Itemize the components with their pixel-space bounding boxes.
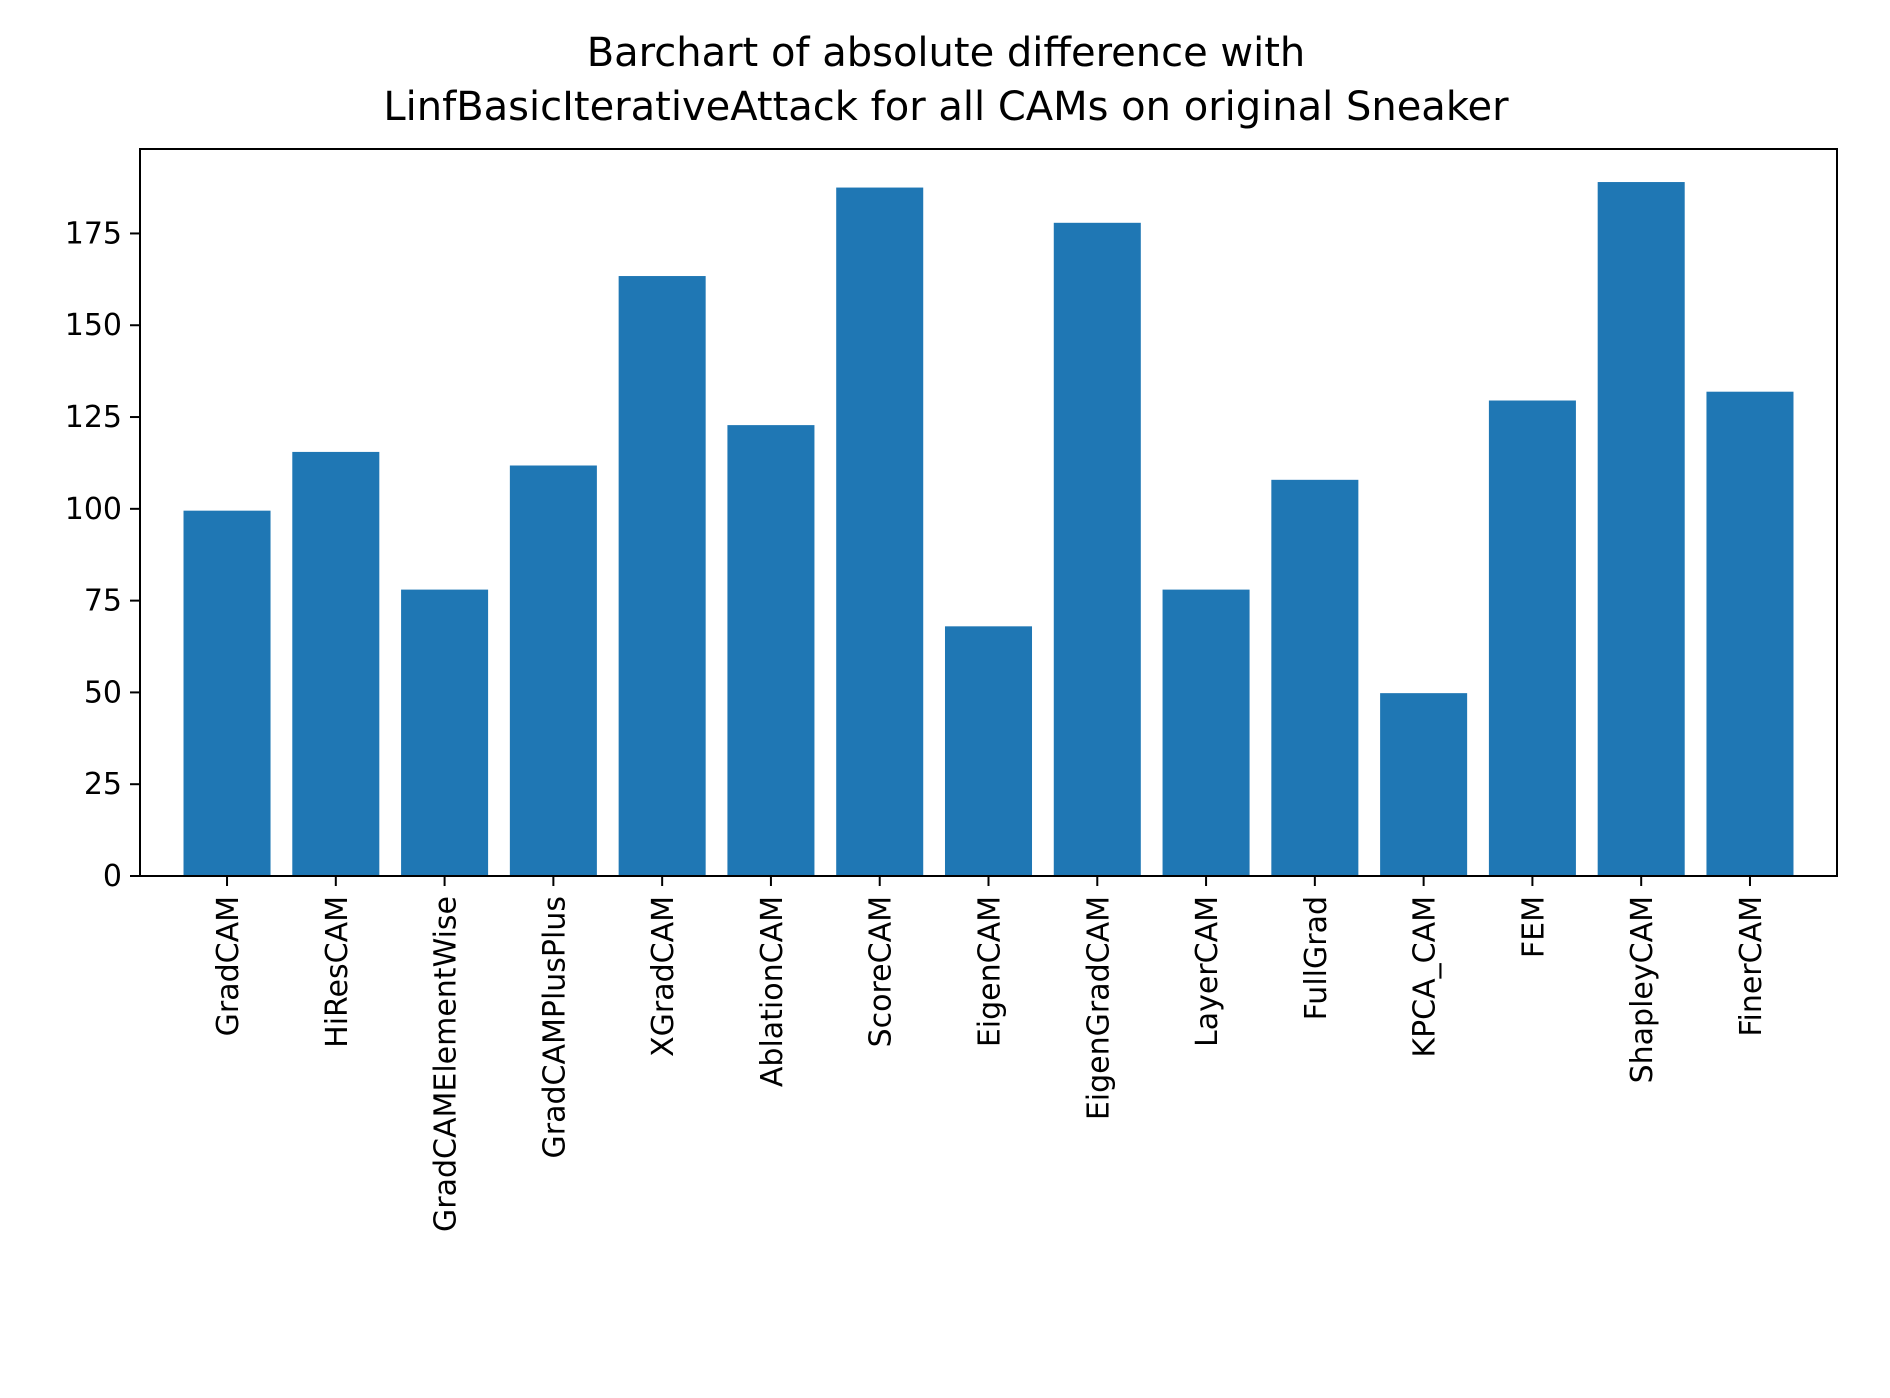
bar-layercam xyxy=(1162,589,1250,876)
x-tick-label: AblationCAM xyxy=(755,896,790,1087)
x-tick-label: GradCAMElementWise xyxy=(429,896,464,1232)
y-tick-label: 25 xyxy=(84,767,122,802)
x-tick-label: KPCA_CAM xyxy=(1408,896,1443,1058)
x-tick-label: EigenGradCAM xyxy=(1081,896,1116,1120)
chart-title-line-1: Barchart of absolute difference with xyxy=(587,30,1306,76)
bar-ablationcam xyxy=(727,425,815,876)
bar-kpca_cam xyxy=(1380,693,1468,876)
y-tick-label: 125 xyxy=(65,400,122,435)
bar-xgradcam xyxy=(618,276,706,877)
bar-hirescam xyxy=(292,451,380,876)
x-tick-label: ShapleyCAM xyxy=(1625,896,1660,1083)
bar-eigencam xyxy=(944,626,1033,876)
x-tick-label: XGradCAM xyxy=(646,896,681,1057)
y-tick-label: 175 xyxy=(65,216,122,251)
chart-title-line-2: LinfBasicIterativeAttack for all CAMs on… xyxy=(383,84,1509,130)
y-tick-label: 100 xyxy=(65,492,122,527)
bar-gradcamelementwise xyxy=(401,589,489,876)
x-tick-label: EigenCAM xyxy=(973,896,1008,1047)
bar-fullgrad xyxy=(1271,479,1359,876)
x-tick-label: FullGrad xyxy=(1299,896,1334,1020)
bar-scorecam xyxy=(836,187,924,876)
x-axis: GradCAM HiResCAM GradCAMElementWise GradCAM… xyxy=(211,876,1769,1232)
x-tick-label: ScoreCAM xyxy=(864,896,899,1047)
x-tick-label: GradCAMPlusPlus xyxy=(537,896,572,1159)
x-tick-label: LayerCAM xyxy=(1190,896,1225,1047)
bar-shapleycam xyxy=(1597,182,1685,876)
bar-fem xyxy=(1488,400,1576,876)
bar-finercam xyxy=(1706,391,1794,876)
x-tick-label: FEM xyxy=(1516,896,1551,958)
bars-group xyxy=(183,182,1794,877)
bar-gradcamplusplus xyxy=(509,465,597,876)
y-tick-label: 50 xyxy=(84,675,122,710)
plot-frame xyxy=(139,148,1838,877)
bar-gradcam xyxy=(183,510,271,876)
x-tick-label: HiResCAM xyxy=(320,896,355,1048)
x-tick-label: FinerCAM xyxy=(1734,896,1769,1037)
y-axis: 0 25 50 75 100 125 150 175 xyxy=(65,216,140,894)
bar-eigengradcam xyxy=(1053,222,1141,876)
x-tick-label: GradCAM xyxy=(211,896,246,1036)
y-tick-label: 150 xyxy=(65,308,122,343)
y-tick-label: 75 xyxy=(84,584,122,619)
y-tick-label: 0 xyxy=(103,859,122,894)
